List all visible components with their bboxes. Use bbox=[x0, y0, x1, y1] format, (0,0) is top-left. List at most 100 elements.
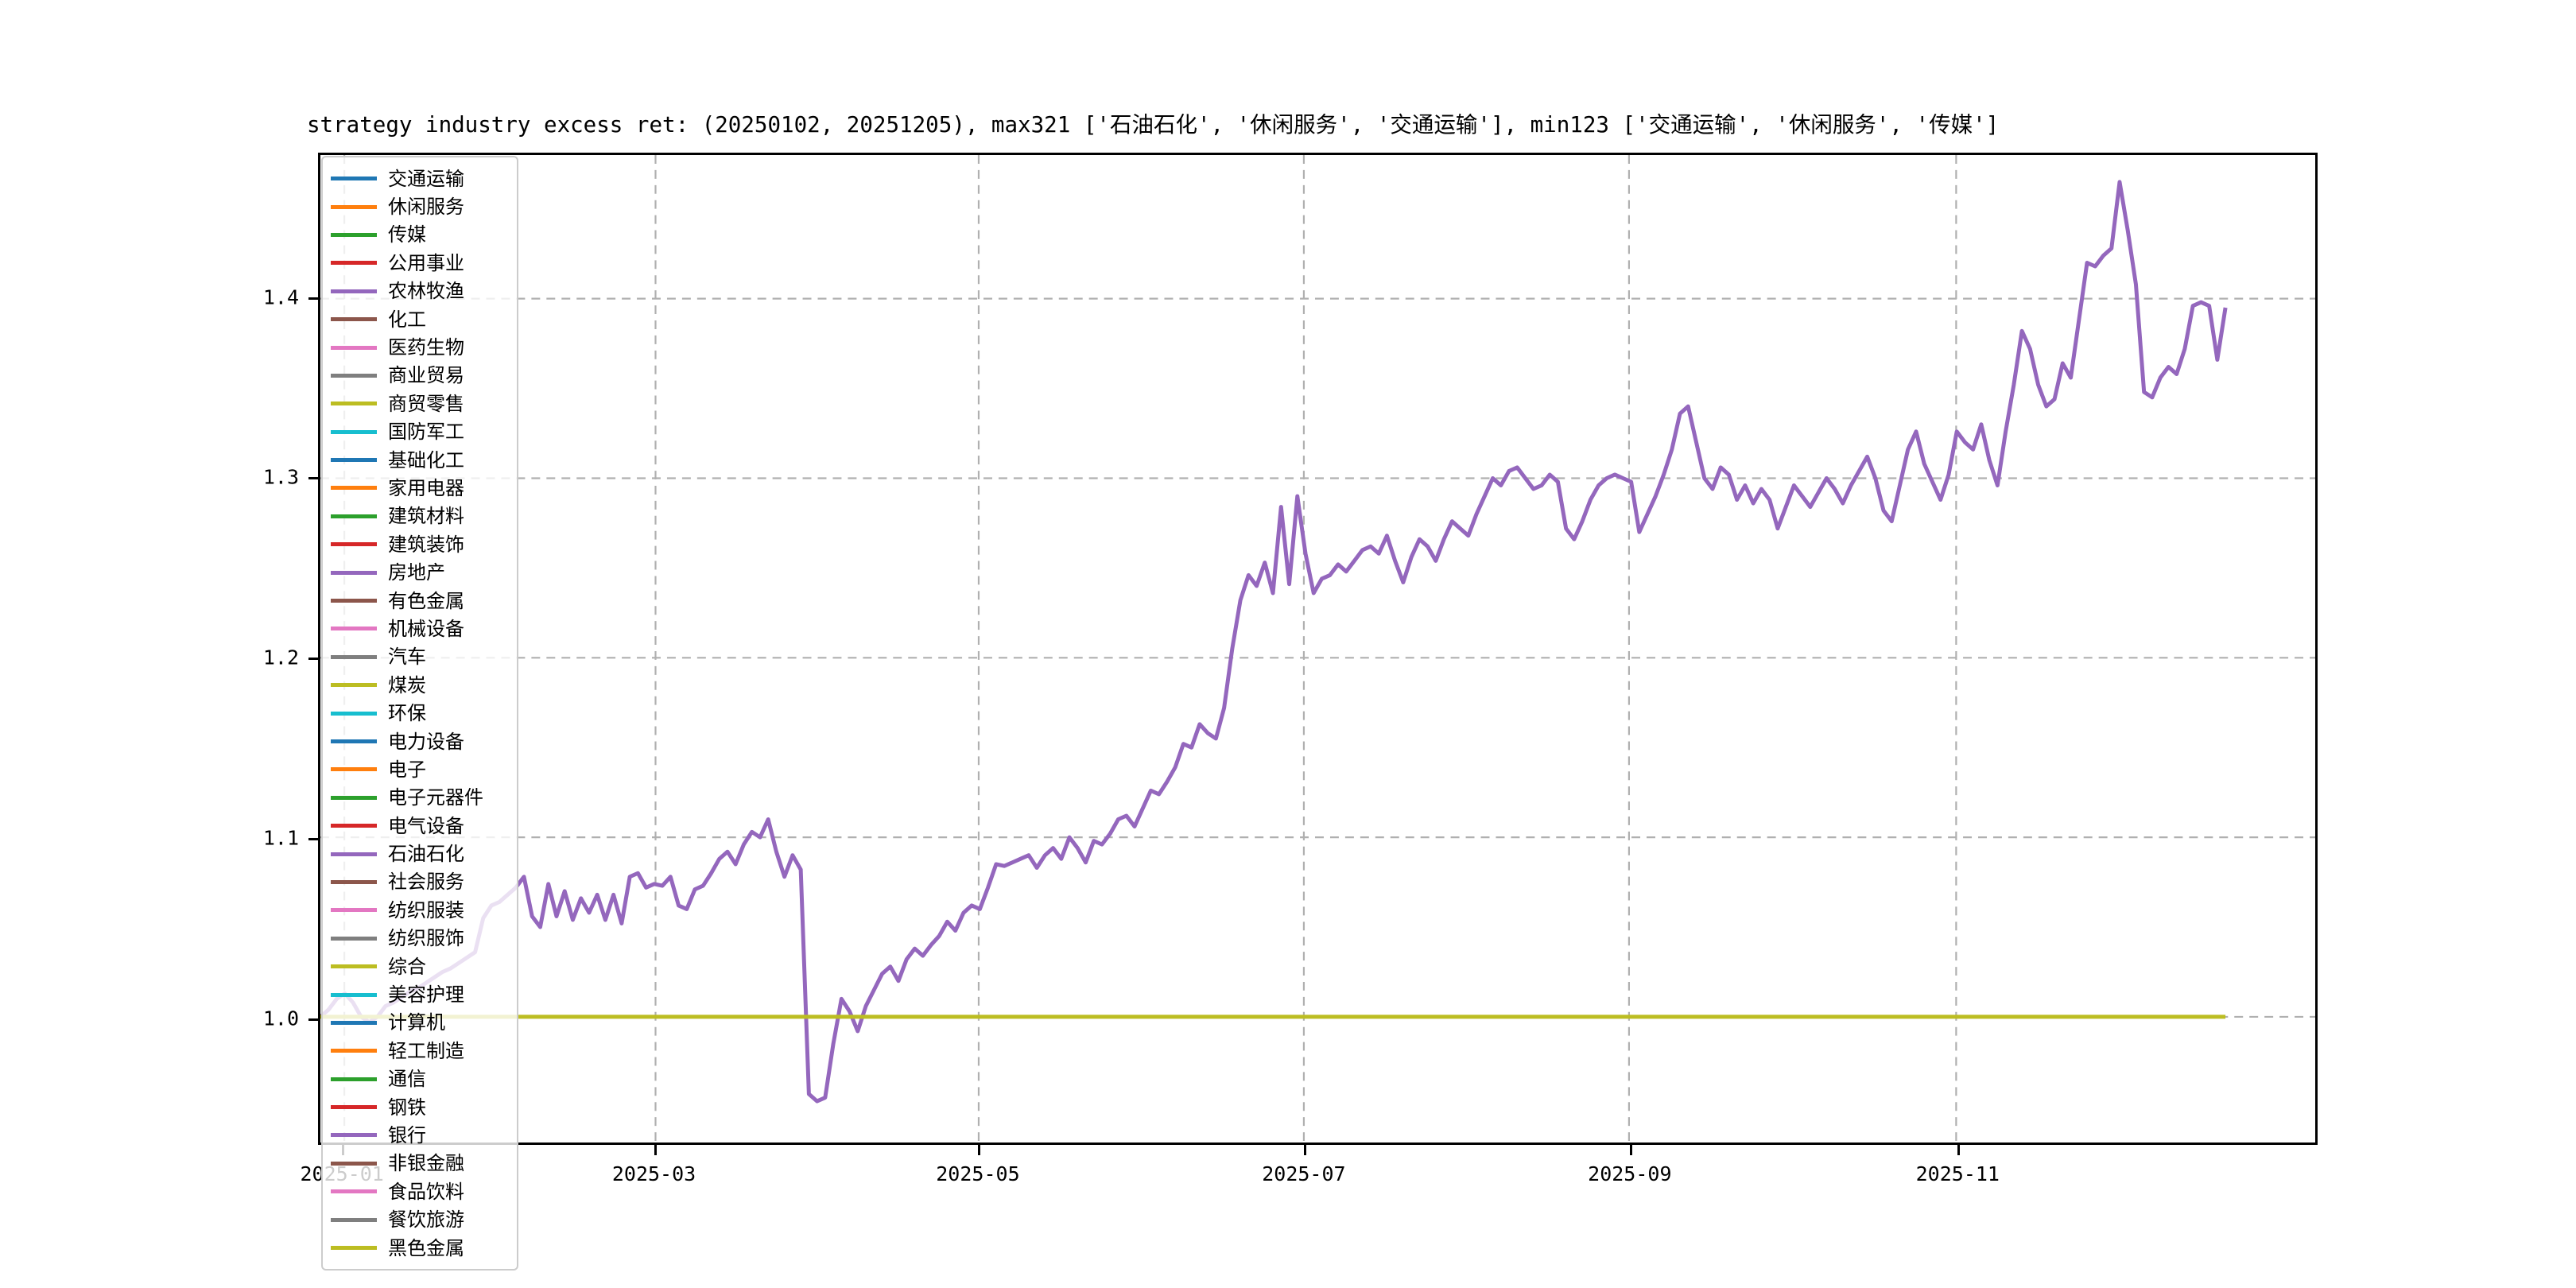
legend-color-swatch bbox=[331, 824, 377, 828]
legend-item[interactable]: 公用事业 bbox=[331, 249, 510, 277]
legend-item[interactable]: 传媒 bbox=[331, 221, 510, 249]
legend-item[interactable]: 黑色金属 bbox=[331, 1234, 510, 1262]
legend-item[interactable]: 基础化工 bbox=[331, 446, 510, 474]
legend-item[interactable]: 食品饮料 bbox=[331, 1177, 510, 1205]
legend-item[interactable]: 石油石化 bbox=[331, 840, 510, 867]
legend-item[interactable]: 汽车 bbox=[331, 643, 510, 671]
legend-item[interactable]: 纺织服饰 bbox=[331, 925, 510, 952]
legend-item[interactable]: 美容护理 bbox=[331, 980, 510, 1008]
legend-item[interactable]: 非银金融 bbox=[331, 1150, 510, 1177]
legend[interactable]: 交通运输 休闲服务传媒公用事业农林牧渔 化工 医药生物 商业贸易 商贸零售国防军工 基础化工… bbox=[321, 156, 518, 1271]
y-tick-mark bbox=[308, 838, 319, 841]
legend-color-swatch bbox=[331, 1133, 377, 1138]
legend-item[interactable]: 家用电器 bbox=[331, 474, 510, 502]
legend-item[interactable]: 轻工制造 bbox=[331, 1037, 510, 1065]
legend-item-label: 环保 bbox=[388, 702, 426, 725]
legend-color-swatch bbox=[331, 261, 377, 266]
legend-item[interactable]: 农林牧渔 bbox=[331, 277, 510, 305]
legend-item-label: 机械设备 bbox=[388, 617, 464, 640]
legend-item[interactable]: 银行 bbox=[331, 1121, 510, 1149]
legend-item-label: 煤炭 bbox=[388, 673, 426, 696]
series-lines bbox=[320, 180, 2228, 1104]
legend-item-label: 家用电器 bbox=[388, 476, 464, 499]
legend-item-label: 传媒 bbox=[388, 223, 426, 246]
legend-item[interactable]: 通信 bbox=[331, 1065, 510, 1093]
legend-item[interactable]: 环保 bbox=[331, 699, 510, 727]
legend-item[interactable]: 电子 bbox=[331, 755, 510, 783]
legend-color-swatch bbox=[331, 514, 377, 518]
legend-item[interactable]: 房地产 bbox=[331, 558, 510, 586]
y-tick-label: 1.0 bbox=[262, 1007, 299, 1030]
y-tick-mark bbox=[308, 658, 319, 661]
legend-color-swatch bbox=[331, 1049, 377, 1053]
legend-item[interactable]: 餐饮旅游 bbox=[331, 1205, 510, 1233]
legend-item[interactable]: 机械设备 bbox=[331, 615, 510, 642]
legend-item-label: 电力设备 bbox=[388, 730, 464, 753]
legend-item[interactable]: 电力设备 bbox=[331, 727, 510, 755]
legend-color-swatch bbox=[331, 1246, 377, 1251]
legend-color-swatch bbox=[331, 458, 377, 463]
legend-item[interactable]: 综合 bbox=[331, 952, 510, 980]
x-tick-label: 2025-07 bbox=[1262, 1162, 1346, 1185]
x-tick-mark bbox=[654, 1145, 657, 1155]
legend-color-swatch bbox=[331, 402, 377, 406]
legend-item[interactable]: 社会服务 bbox=[331, 868, 510, 896]
legend-item[interactable]: 化工 bbox=[331, 305, 510, 333]
legend-item[interactable]: 电气设备 bbox=[331, 812, 510, 840]
legend-color-swatch bbox=[331, 204, 377, 209]
legend-item-label: 建筑材料 bbox=[388, 505, 464, 528]
legend-color-swatch bbox=[331, 486, 377, 491]
legend-item-label: 基础化工 bbox=[388, 448, 464, 471]
legend-color-swatch bbox=[331, 345, 377, 350]
legend-item[interactable]: 有色金属 bbox=[331, 587, 510, 615]
legend-item-label: 美容护理 bbox=[388, 983, 464, 1007]
legend-item[interactable]: 煤炭 bbox=[331, 671, 510, 699]
legend-color-swatch bbox=[331, 879, 377, 884]
legend-item[interactable]: 建筑装饰 bbox=[331, 530, 510, 558]
legend-item-label: 黑色金属 bbox=[388, 1236, 464, 1259]
legend-item[interactable]: 休闲服务 bbox=[331, 192, 510, 220]
legend-item[interactable]: 商贸零售 bbox=[331, 390, 510, 417]
legend-item-label: 银行 bbox=[388, 1123, 426, 1146]
legend-item[interactable]: 商业贸易 bbox=[331, 362, 510, 390]
legend-item-label: 通信 bbox=[388, 1068, 426, 1091]
legend-item-label: 纺织服饰 bbox=[388, 927, 464, 950]
y-tick-label: 1.4 bbox=[262, 285, 299, 309]
legend-item[interactable]: 纺织服装 bbox=[331, 896, 510, 924]
chart-title: strategy industry excess ret: (20250102,… bbox=[307, 112, 2000, 138]
legend-item-label: 汽车 bbox=[388, 646, 426, 669]
legend-color-swatch bbox=[331, 627, 377, 631]
y-tick-mark bbox=[308, 1018, 319, 1022]
y-tick-mark bbox=[308, 477, 319, 480]
legend-item-label: 综合 bbox=[388, 955, 426, 978]
legend-item-label: 商贸零售 bbox=[388, 392, 464, 415]
legend-item[interactable]: 国防军工 bbox=[331, 418, 510, 446]
legend-item[interactable]: 建筑材料 bbox=[331, 502, 510, 530]
legend-item-label: 交通运输 bbox=[388, 167, 464, 190]
y-tick-label: 1.3 bbox=[262, 465, 299, 489]
x-tick-label: 2025-09 bbox=[1588, 1162, 1672, 1185]
legend-color-swatch bbox=[331, 177, 377, 181]
x-tick-label: 2025-11 bbox=[1915, 1162, 2000, 1185]
legend-color-swatch bbox=[331, 1217, 377, 1222]
legend-item[interactable]: 电子元器件 bbox=[331, 784, 510, 812]
legend-item-label: 非银金融 bbox=[388, 1152, 464, 1175]
series-line bbox=[320, 180, 2228, 1104]
legend-color-swatch bbox=[331, 964, 377, 969]
x-tick-label: 2025-03 bbox=[611, 1162, 696, 1185]
y-tick-label: 1.2 bbox=[262, 646, 299, 669]
legend-item[interactable]: 医药生物 bbox=[331, 333, 510, 361]
legend-item[interactable]: 钢铁 bbox=[331, 1093, 510, 1121]
grid-lines bbox=[320, 155, 2315, 1143]
legend-color-swatch bbox=[331, 908, 377, 913]
legend-item[interactable]: 交通运输 bbox=[331, 165, 510, 192]
legend-color-swatch bbox=[331, 767, 377, 772]
legend-color-swatch bbox=[331, 795, 377, 800]
legend-color-swatch bbox=[331, 654, 377, 659]
legend-color-swatch bbox=[331, 992, 377, 997]
legend-item-label: 公用事业 bbox=[388, 251, 464, 274]
legend-item[interactable]: 计算机 bbox=[331, 1009, 510, 1037]
legend-item-label: 电气设备 bbox=[388, 814, 464, 837]
x-axis-tick-labels: 2025-012025-032025-052025-072025-092025-… bbox=[300, 1145, 2318, 1193]
